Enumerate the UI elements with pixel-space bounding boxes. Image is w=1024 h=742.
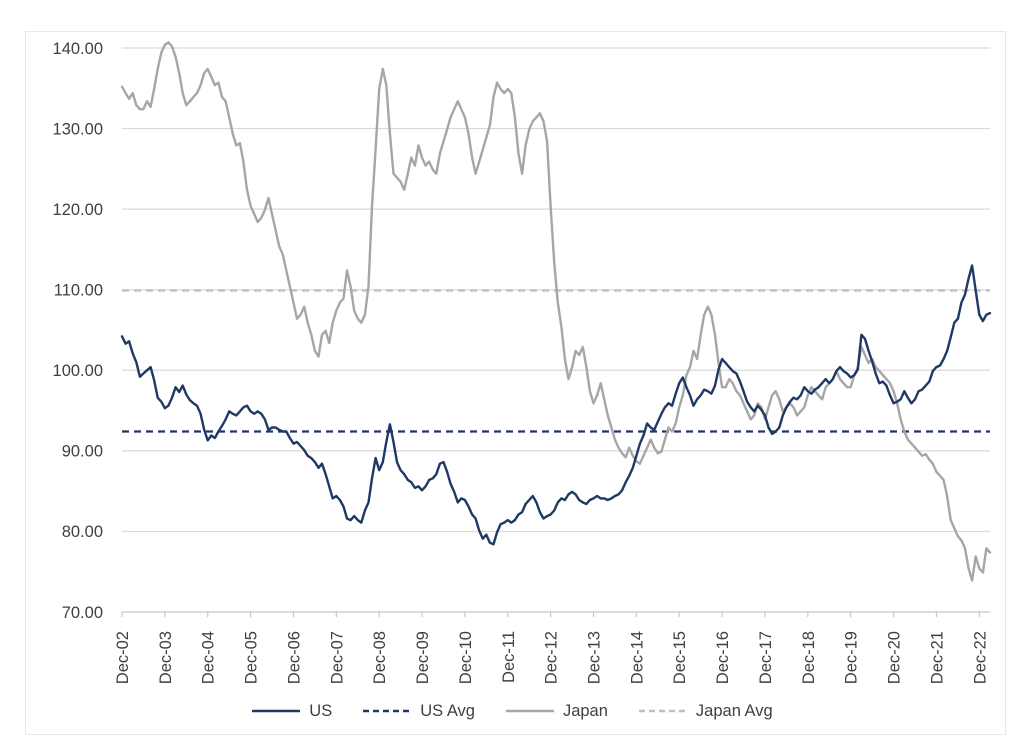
x-axis-tick-label: Dec-19 (843, 631, 861, 684)
legend-item-japan: Japan (505, 703, 608, 720)
x-axis-tick-label: Dec-07 (328, 631, 346, 684)
legend-item-us-avg: US Avg (362, 703, 475, 720)
y-axis-tick-label: 70.00 (62, 604, 103, 622)
x-axis-tick-label: Dec-04 (200, 631, 218, 684)
y-axis-labels: 70.00 80.00 90.00 100.00 110.00 120.00 130.00 1… (53, 40, 103, 622)
x-axis-tick-label: Dec-17 (757, 631, 775, 684)
legend-label-japan-avg: Japan Avg (695, 702, 773, 720)
x-axis-tick-label: Dec-05 (243, 631, 261, 684)
x-axis-tick-label: Dec-08 (371, 631, 389, 684)
legend-item-japan-avg: Japan Avg (638, 703, 773, 720)
x-axis-tick-label: Dec-09 (414, 631, 432, 684)
x-axis-tick-label: Dec-14 (628, 631, 646, 684)
x-axis-tick-label: Dec-20 (886, 631, 904, 684)
x-axis-tick-label: Dec-06 (285, 631, 303, 684)
x-axis-labels: Dec-02 Dec-03 Dec-04 Dec-05 Dec-06 Dec-07 Dec-… (114, 612, 989, 684)
legend-swatch-us (252, 709, 301, 713)
x-axis-tick-label: Dec-02 (114, 631, 132, 684)
x-axis-tick-label: Dec-22 (971, 631, 989, 684)
y-axis-tick-label: 90.00 (62, 443, 103, 461)
chart-area-border (25, 31, 1006, 735)
x-axis-tick-label: Dec-12 (543, 631, 561, 684)
x-axis-tick-label: Dec-03 (157, 631, 175, 684)
legend-label-japan: Japan (562, 702, 608, 720)
us-series-line (120, 264, 992, 546)
x-axis-tick-label: Dec-21 (928, 631, 946, 684)
legend-label-us: US (309, 702, 333, 720)
legend-item-us: US (251, 703, 332, 720)
y-axis-tick-label: 120.00 (53, 201, 103, 219)
x-axis-tick-label: Dec-18 (800, 631, 818, 684)
japan-series-line (120, 41, 992, 582)
legend-swatch-japan-avg (638, 709, 687, 713)
x-axis-tick-label: Dec-15 (671, 631, 689, 684)
chart-legend: US US Avg Japan Japan Avg (0, 703, 1024, 720)
gridlines (122, 47, 990, 613)
legend-swatch-japan (505, 709, 554, 713)
legend-label-us-avg: US Avg (420, 702, 475, 720)
x-axis-tick-label: Dec-10 (457, 631, 475, 684)
y-axis-tick-label: 100.00 (53, 362, 103, 380)
x-axis-tick-label: Dec-13 (586, 631, 604, 684)
legend-swatch-us-avg (363, 709, 412, 713)
y-axis-tick-label: 80.00 (62, 523, 103, 541)
x-axis-tick-label: Dec-11 (500, 631, 518, 683)
y-axis-tick-label: 110.00 (54, 281, 103, 299)
y-axis-tick-label: 140.00 (53, 40, 103, 58)
y-axis-tick-label: 130.00 (53, 120, 103, 138)
x-axis-tick-label: Dec-16 (714, 631, 732, 684)
